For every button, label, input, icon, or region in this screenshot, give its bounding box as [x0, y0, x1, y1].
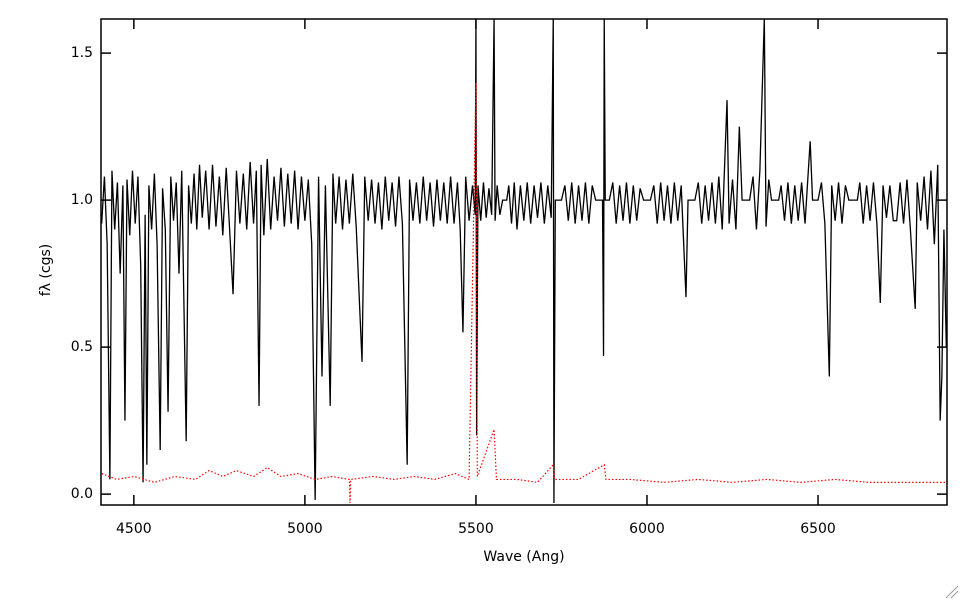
- x-tick-label: 6000: [629, 521, 665, 537]
- y-axis-label: fλ (cgs): [38, 244, 54, 296]
- y-tick-label: 0.5: [71, 339, 93, 355]
- x-tick-label: 5000: [287, 521, 323, 537]
- x-axis-label: Wave (Ang): [483, 549, 564, 565]
- x-tick-label: 5500: [458, 521, 494, 537]
- y-tick-label: 1.0: [71, 192, 93, 208]
- x-tick-label: 6500: [800, 521, 836, 537]
- x-tick-label: 4500: [116, 521, 152, 537]
- series-line: [101, 19, 947, 503]
- resize-handle: [945, 585, 959, 599]
- y-tick-label: 1.5: [71, 45, 93, 61]
- y-tick-label: 0.0: [71, 486, 93, 502]
- series-line: [101, 82, 947, 503]
- plot-frame: [100, 18, 948, 506]
